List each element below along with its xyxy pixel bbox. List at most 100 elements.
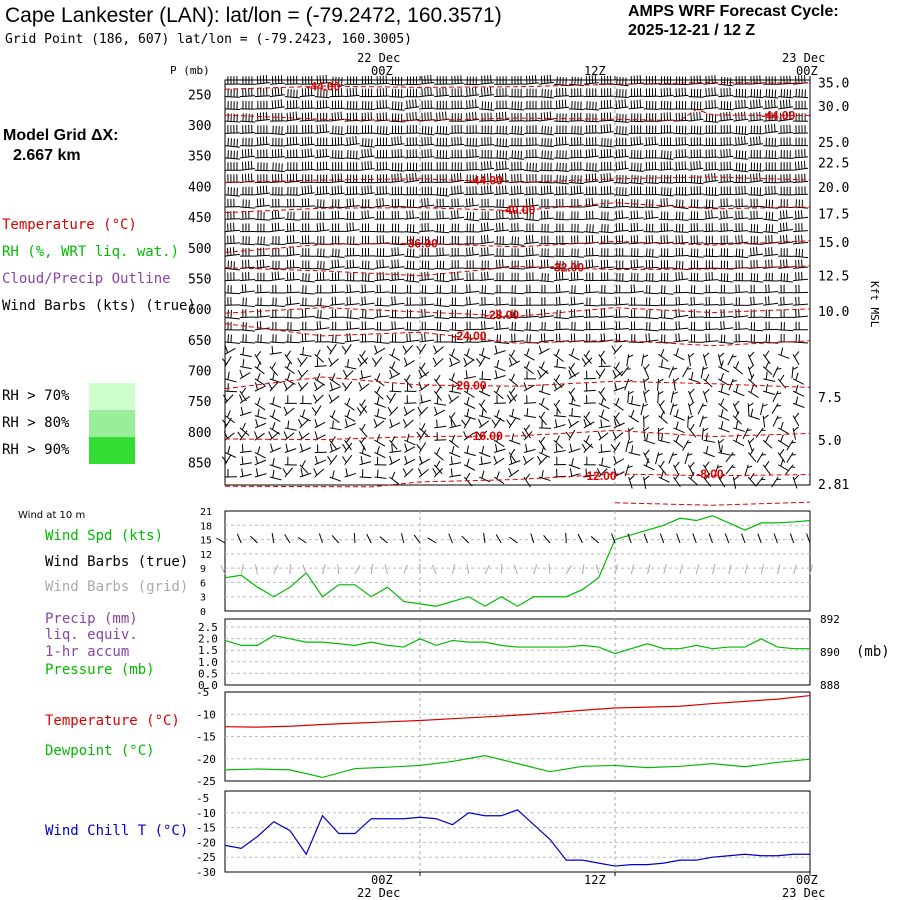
wind-barb xyxy=(509,132,525,136)
wind-barb-flag xyxy=(421,333,423,342)
wind-barb xyxy=(703,476,712,487)
wind-barb-flag xyxy=(741,112,743,121)
wind-barb xyxy=(508,460,521,466)
wind-barb-flag xyxy=(749,472,755,480)
wind-barb-flag xyxy=(454,271,456,280)
wind-barb xyxy=(239,290,255,294)
wind-barb xyxy=(478,356,486,367)
wind-barb-flag xyxy=(466,445,469,454)
wind-barb xyxy=(509,168,525,171)
wind-barb-flag xyxy=(541,470,544,479)
precip-equiv-label: liq. equiv. xyxy=(45,627,138,643)
wind-barb-flag xyxy=(451,174,453,183)
wind-barb xyxy=(284,432,295,441)
wind-barb-flag xyxy=(409,100,411,109)
wind-barb xyxy=(793,266,809,269)
wind-barb-flag xyxy=(374,345,378,353)
wind-barb xyxy=(284,329,300,332)
wind-barb-flag xyxy=(703,352,710,358)
wind-barb-flag xyxy=(696,161,698,170)
wind-barb-flag xyxy=(801,75,803,84)
wind-barb xyxy=(404,359,415,367)
wind-barb xyxy=(772,415,779,427)
surface-barb-grid xyxy=(777,564,781,575)
wind-barb-flag xyxy=(262,112,265,121)
wind-barb-flag xyxy=(259,75,262,84)
wind-barb-flag xyxy=(256,373,261,381)
wind-barb-flag xyxy=(771,247,773,256)
wind-barb xyxy=(419,458,431,466)
wind-barb-flag xyxy=(301,460,306,468)
wind-barb-flag xyxy=(696,112,698,121)
wind-barb-flag xyxy=(576,185,579,194)
wind-barb xyxy=(523,384,535,392)
wind-barb xyxy=(688,378,701,384)
bottom-time-1: 00Z xyxy=(371,873,393,887)
wind-barb xyxy=(344,143,360,147)
wind-barb xyxy=(284,448,297,453)
wind-barb-flag xyxy=(427,87,429,96)
wind-barb xyxy=(493,457,505,466)
wind-barb xyxy=(224,120,241,123)
wind-barb-flag xyxy=(633,100,636,109)
wind-barb xyxy=(553,450,566,453)
wind-barb-flag xyxy=(342,382,347,390)
wind-barb xyxy=(658,218,674,221)
wind-barb-flag xyxy=(283,406,288,414)
wind-barb-flag xyxy=(780,421,784,430)
wind-barb xyxy=(613,366,623,376)
wind-barb xyxy=(598,218,614,221)
temp-ytick--15: -15 xyxy=(196,731,216,744)
wind-barb xyxy=(658,255,674,258)
wind-barb xyxy=(702,390,708,403)
wind-barb xyxy=(655,452,660,465)
wind-barb xyxy=(464,451,476,457)
wind-barb xyxy=(523,415,536,418)
wind-barb-flag xyxy=(349,284,352,293)
wind-barb-flag xyxy=(803,160,806,169)
wind-barb xyxy=(359,155,375,159)
wind-barb-flag xyxy=(472,247,474,256)
wind-barb-flag xyxy=(495,443,498,452)
wind-barb-flag xyxy=(588,198,591,207)
wind-barb-flag xyxy=(549,185,552,194)
wind-barb xyxy=(613,316,629,318)
wind-barb xyxy=(404,458,416,466)
wind-barb-flag xyxy=(699,111,701,120)
wind-barb xyxy=(464,94,480,98)
wind-barb xyxy=(628,255,644,258)
wind-barb xyxy=(463,390,475,398)
wind-barb-flag xyxy=(349,321,352,330)
wind-barb xyxy=(284,218,300,221)
wind-barb xyxy=(419,468,429,478)
wind-barb-flag xyxy=(419,455,423,464)
wind-barb-flag xyxy=(719,473,725,480)
wind-barb xyxy=(404,345,413,355)
wind-barb-flag xyxy=(244,284,247,293)
wind-barb-flag xyxy=(277,99,280,108)
isotherm-label: -20.00 xyxy=(453,378,487,392)
isotherm-line xyxy=(224,473,811,488)
wind-barb-flag xyxy=(421,423,426,431)
wind-barb-flag xyxy=(271,88,274,97)
wind-barb-flag xyxy=(615,161,618,170)
wind-barb-flag xyxy=(397,259,399,268)
wind-barb-flag xyxy=(435,374,441,382)
wind-barb-flag xyxy=(569,468,573,477)
precip-label: Precip (mm) xyxy=(45,611,138,627)
precip-ytick-0.0: 0.0 xyxy=(198,679,218,692)
wind-barb-flag xyxy=(735,235,737,244)
wind-barb-flag xyxy=(241,161,244,170)
wind-barb xyxy=(284,242,300,245)
wind-barb xyxy=(733,291,749,294)
wind-barb-flag xyxy=(415,111,417,120)
wind-barb xyxy=(733,390,745,397)
wind-barb-flag xyxy=(361,284,364,293)
wind-barb xyxy=(718,94,734,98)
wind-barb xyxy=(583,415,592,426)
wind-barb xyxy=(658,267,674,269)
wind-barb-flag xyxy=(718,438,725,444)
isotherm-line xyxy=(224,376,811,390)
wind-barb xyxy=(658,230,674,233)
wind-barb-flag xyxy=(460,185,462,194)
